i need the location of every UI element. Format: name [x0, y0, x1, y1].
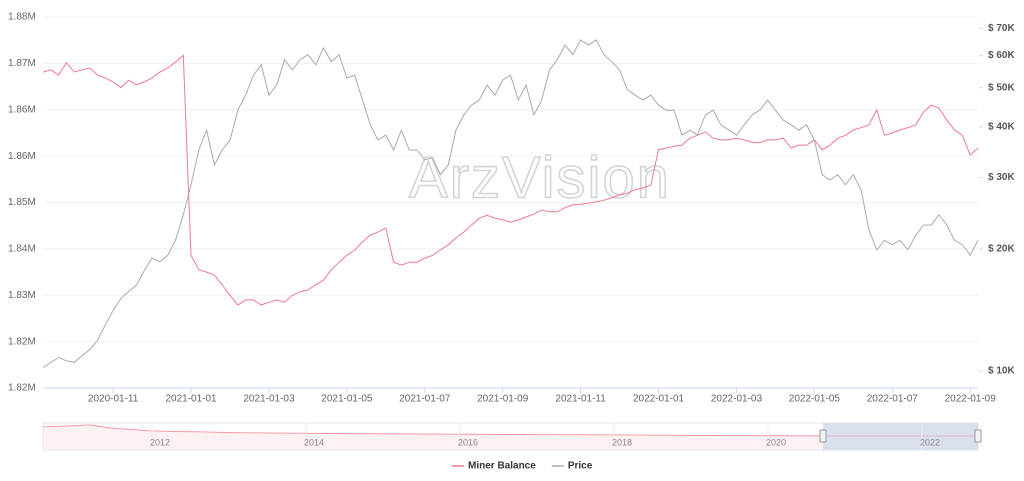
navigator-selection[interactable]	[823, 423, 978, 450]
x-tick-label: 2021-01-07	[399, 394, 451, 405]
y-tick-label: 1.85M	[8, 197, 36, 208]
y-tick-label: 1.86M	[8, 151, 36, 162]
y-tick-label: 1.86M	[8, 104, 36, 115]
navigator-label: 2020	[766, 437, 786, 447]
y-tick-label: 1.87M	[8, 58, 36, 69]
y-tick-label: 1.83M	[8, 290, 36, 301]
y2-tick-label: $ 40K	[988, 122, 1015, 133]
y-tick-label: 1.84M	[8, 244, 36, 255]
y-tick-label: 1.88M	[8, 12, 36, 23]
navigator-label: 2012	[150, 437, 170, 447]
x-tick-label: 2022-01-05	[789, 394, 841, 405]
x-tick-label: 2021-01-09	[477, 394, 529, 405]
x-tick-label: 2021-01-03	[243, 394, 295, 405]
x-tick-label: 2021-01-01	[165, 394, 217, 405]
navigator-handle[interactable]	[974, 429, 982, 443]
navigator-label: 2016	[458, 437, 478, 447]
x-tick-label: 2021-01-11	[555, 394, 606, 405]
y-tick-label: 1.82M	[8, 383, 36, 394]
y-tick-label: 1.82M	[8, 336, 36, 347]
x-tick-label: 2022-01-07	[867, 394, 919, 405]
y2-tick-label: $ 30K	[988, 172, 1015, 183]
y2-tick-label: $ 60K	[988, 50, 1015, 61]
y2-tick-label: $ 50K	[988, 82, 1015, 93]
x-tick-label: 2021-01-05	[321, 394, 373, 405]
watermark: ArzVision	[409, 145, 671, 210]
navigator-area	[43, 425, 823, 450]
series-line	[42, 54, 979, 306]
navigator-label: 2022	[920, 437, 940, 447]
x-tick-label: 2022-01-03	[711, 394, 763, 405]
x-tick-label: 2020-01-11	[88, 394, 139, 405]
y2-tick-label: $ 70K	[988, 23, 1015, 34]
series-line	[42, 39, 979, 368]
x-tick-label: 2022-01-01	[633, 394, 685, 405]
legend-label: Price	[568, 461, 593, 472]
navigator-label: 2014	[304, 437, 324, 447]
legend-label: Miner Balance	[468, 461, 536, 472]
navigator-handle[interactable]	[819, 429, 827, 443]
y2-tick-label: $ 20K	[988, 244, 1015, 255]
y2-tick-label: $ 10K	[988, 366, 1015, 377]
navigator	[42, 422, 982, 451]
navigator-label: 2018	[612, 437, 632, 447]
x-tick-label: 2022-01-09	[945, 394, 997, 405]
